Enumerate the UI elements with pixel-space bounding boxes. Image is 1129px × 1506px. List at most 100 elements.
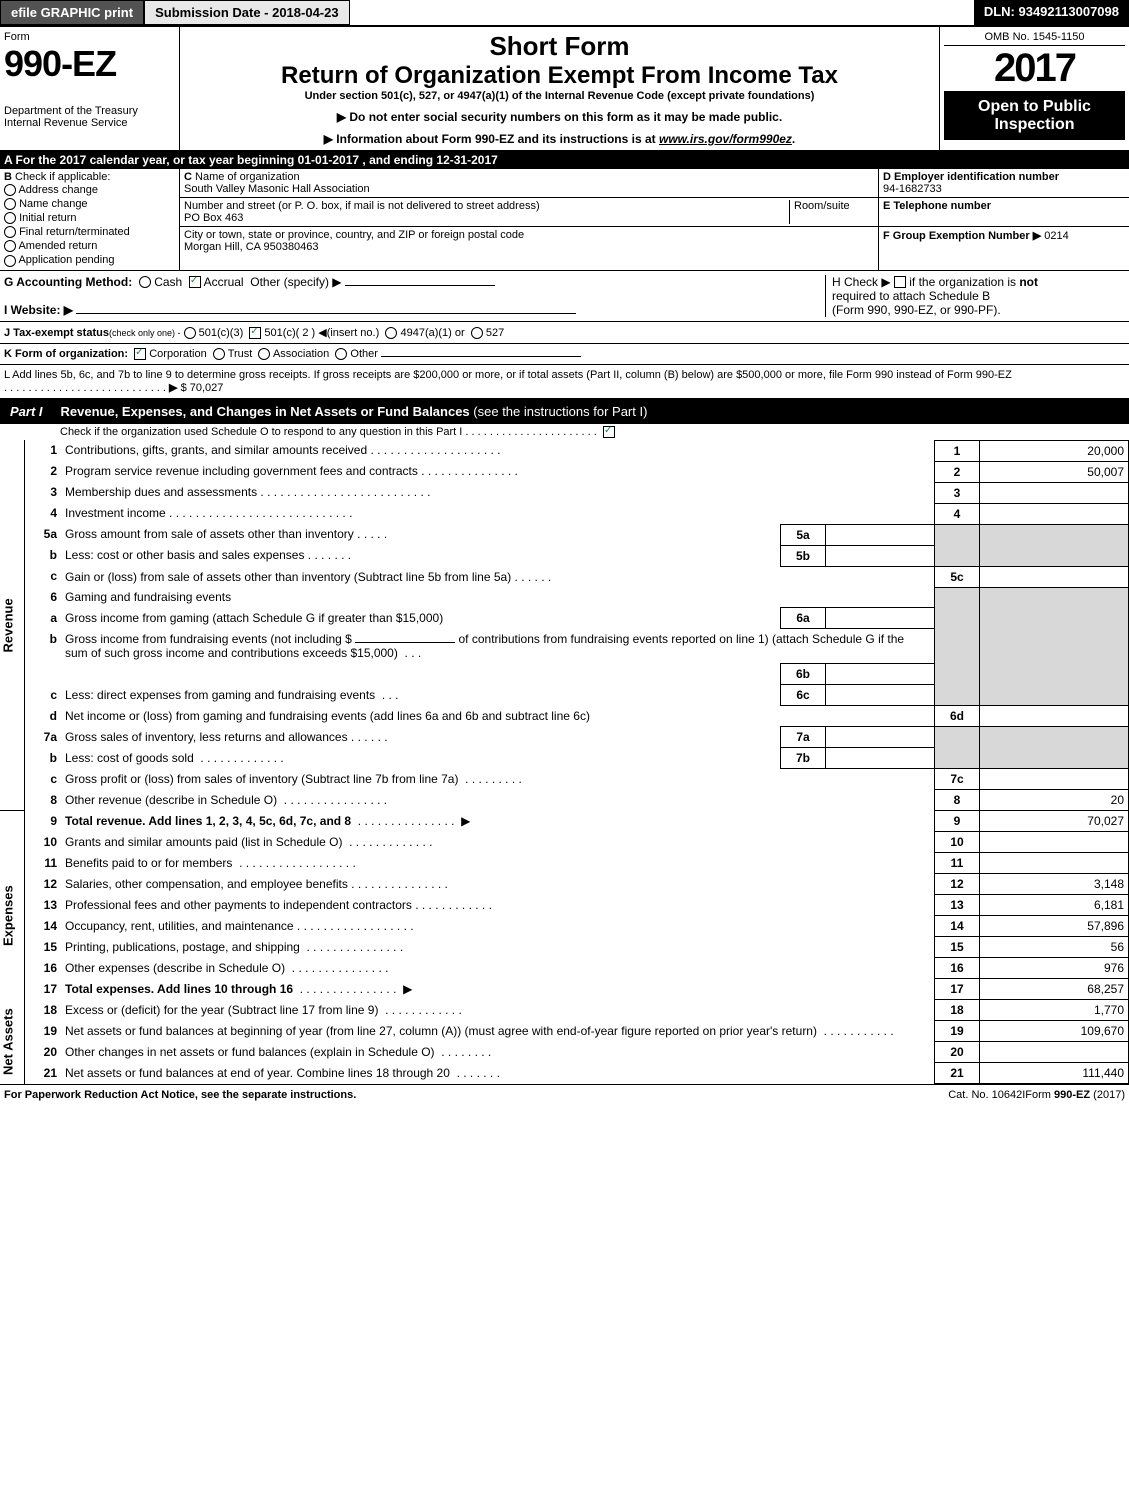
l18-desc: Excess or (deficit) for the year (Subtra… bbox=[61, 1000, 935, 1021]
l12-rnum: 12 bbox=[935, 874, 980, 895]
h-checkbox[interactable] bbox=[894, 276, 906, 288]
l7a-sval bbox=[826, 727, 935, 748]
l1-rnum: 1 bbox=[935, 440, 980, 461]
netassets-side-label: Net Assets bbox=[0, 1000, 25, 1084]
l3-num: 3 bbox=[25, 482, 62, 503]
line-15: 15 Printing, publications, postage, and … bbox=[0, 937, 1129, 958]
amended-checkbox[interactable] bbox=[4, 240, 16, 252]
pending-checkbox[interactable] bbox=[4, 255, 16, 267]
l3-rnum: 3 bbox=[935, 482, 980, 503]
l5c-desc: Gain or (loss) from sale of assets other… bbox=[61, 566, 935, 587]
l19-desc: Net assets or fund balances at beginning… bbox=[61, 1021, 935, 1042]
line-6: 6 Gaming and fundraising events bbox=[0, 587, 1129, 608]
j-4947-checkbox[interactable] bbox=[385, 327, 397, 339]
schedule-o-checkbox[interactable] bbox=[603, 426, 615, 438]
line-14: 14 Occupancy, rent, utilities, and maint… bbox=[0, 916, 1129, 937]
l5a-sval bbox=[826, 524, 935, 545]
line-16: 16 Other expenses (describe in Schedule … bbox=[0, 958, 1129, 979]
submission-date-button[interactable]: Submission Date - 2018-04-23 bbox=[144, 0, 350, 25]
l7b-sval bbox=[826, 748, 935, 769]
l6b-blank[interactable] bbox=[355, 642, 455, 643]
l10-num: 10 bbox=[25, 832, 62, 853]
l6-shade-val bbox=[980, 587, 1129, 706]
name-label: Name of organization bbox=[195, 171, 300, 183]
l1-desc: Contributions, gifts, grants, and simila… bbox=[61, 440, 935, 461]
j-501c-checkbox[interactable] bbox=[249, 327, 261, 339]
l1-num: 1 bbox=[25, 440, 62, 461]
line-7c: c Gross profit or (loss) from sales of i… bbox=[0, 769, 1129, 790]
l20-rnum: 20 bbox=[935, 1042, 980, 1063]
l15-desc-text: Printing, publications, postage, and shi… bbox=[65, 940, 300, 954]
part1-header: Part I Revenue, Expenses, and Changes in… bbox=[0, 400, 1129, 423]
j-501c: 501(c)( 2 ) bbox=[264, 327, 315, 339]
l21-rnum: 21 bbox=[935, 1063, 980, 1084]
l7ab-shade bbox=[935, 727, 980, 769]
h-text2: if the organization is bbox=[909, 275, 1016, 289]
short-form-title: Short Form bbox=[184, 31, 935, 62]
l6a-sval bbox=[826, 608, 935, 629]
name-change-checkbox[interactable] bbox=[4, 198, 16, 210]
dln-label: DLN: 93492113007098 bbox=[974, 0, 1129, 25]
l14-desc-text: Occupancy, rent, utilities, and maintena… bbox=[65, 919, 294, 933]
l1-val: 20,000 bbox=[980, 440, 1129, 461]
j-501c3-checkbox[interactable] bbox=[184, 327, 196, 339]
l6d-rnum: 6d bbox=[935, 706, 980, 727]
k-corp-checkbox[interactable] bbox=[134, 348, 146, 360]
k-other-input[interactable] bbox=[381, 356, 581, 357]
j-small: (check only one) - bbox=[109, 328, 181, 338]
l6a-desc: Gross income from gaming (attach Schedul… bbox=[61, 608, 781, 629]
open-to-public-badge: Open to Public Inspection bbox=[944, 92, 1125, 140]
l20-desc: Other changes in net assets or fund bala… bbox=[61, 1042, 935, 1063]
l7ab-shade-val bbox=[980, 727, 1129, 769]
k-trust-checkbox[interactable] bbox=[213, 348, 225, 360]
j-527: 527 bbox=[486, 327, 504, 339]
l7c-desc: Gross profit or (loss) from sales of inv… bbox=[61, 769, 935, 790]
l3-desc-text: Membership dues and assessments bbox=[65, 485, 257, 499]
l21-val: 111,440 bbox=[980, 1063, 1129, 1084]
l5c-val bbox=[980, 566, 1129, 587]
efile-print-button[interactable]: efile GRAPHIC print bbox=[0, 0, 144, 25]
initial-label: Initial return bbox=[19, 212, 76, 224]
footer-right: Form 990-EZ (2017) bbox=[1025, 1089, 1125, 1101]
k-assoc-checkbox[interactable] bbox=[258, 348, 270, 360]
j-527-checkbox[interactable] bbox=[471, 327, 483, 339]
l8-desc-text: Other revenue (describe in Schedule O) bbox=[65, 793, 277, 807]
row-a-end: 12-31-2017 bbox=[436, 153, 497, 167]
j-insert: ◀(insert no.) bbox=[318, 327, 379, 339]
website-label: I Website: ▶ bbox=[4, 303, 73, 317]
initial-checkbox[interactable] bbox=[4, 212, 16, 224]
h-text3: required to attach Schedule B bbox=[832, 289, 990, 303]
column-c: C Name of organization South Valley Maso… bbox=[180, 169, 879, 270]
l8-desc: Other revenue (describe in Schedule O) .… bbox=[61, 790, 935, 811]
l17-desc-text: Total expenses. Add lines 10 through 16 bbox=[65, 982, 293, 996]
l12-desc-text: Salaries, other compensation, and employ… bbox=[65, 877, 348, 891]
l3-desc: Membership dues and assessments . . . . … bbox=[61, 482, 935, 503]
city-label: City or town, state or province, country… bbox=[184, 229, 524, 241]
l17-rnum: 17 bbox=[935, 979, 980, 1000]
tax-year: 2017 bbox=[944, 46, 1125, 92]
k-other-checkbox[interactable] bbox=[335, 348, 347, 360]
org-name-box: C Name of organization South Valley Maso… bbox=[180, 169, 878, 198]
other-specify-input[interactable] bbox=[345, 285, 495, 286]
group-box: F Group Exemption Number ▶ 0214 bbox=[879, 227, 1129, 244]
directive-pre: ▶ Information about Form 990-EZ and its … bbox=[324, 132, 659, 146]
l11-val bbox=[980, 853, 1129, 874]
accrual-checkbox[interactable] bbox=[189, 276, 201, 288]
l15-desc: Printing, publications, postage, and shi… bbox=[61, 937, 935, 958]
addr-label: Number and street (or P. O. box, if mail… bbox=[184, 200, 540, 212]
addr-change-label: Address change bbox=[18, 184, 98, 196]
l13-val: 6,181 bbox=[980, 895, 1129, 916]
l21-num: 21 bbox=[25, 1063, 62, 1084]
addr-change-checkbox[interactable] bbox=[4, 184, 16, 196]
l17-desc: Total expenses. Add lines 10 through 16 … bbox=[61, 979, 935, 1000]
irs-link[interactable]: www.irs.gov/form990ez bbox=[659, 132, 792, 146]
website-input[interactable] bbox=[76, 313, 576, 314]
l5ab-shade-val bbox=[980, 524, 1129, 566]
cash-checkbox[interactable] bbox=[139, 276, 151, 288]
l7b-num: b bbox=[25, 748, 62, 769]
l16-desc-text: Other expenses (describe in Schedule O) bbox=[65, 961, 285, 975]
final-checkbox[interactable] bbox=[4, 226, 16, 238]
l14-rnum: 14 bbox=[935, 916, 980, 937]
form-number: 990-EZ bbox=[4, 43, 175, 85]
l7b-desc: Less: cost of goods sold . . . . . . . .… bbox=[61, 748, 781, 769]
